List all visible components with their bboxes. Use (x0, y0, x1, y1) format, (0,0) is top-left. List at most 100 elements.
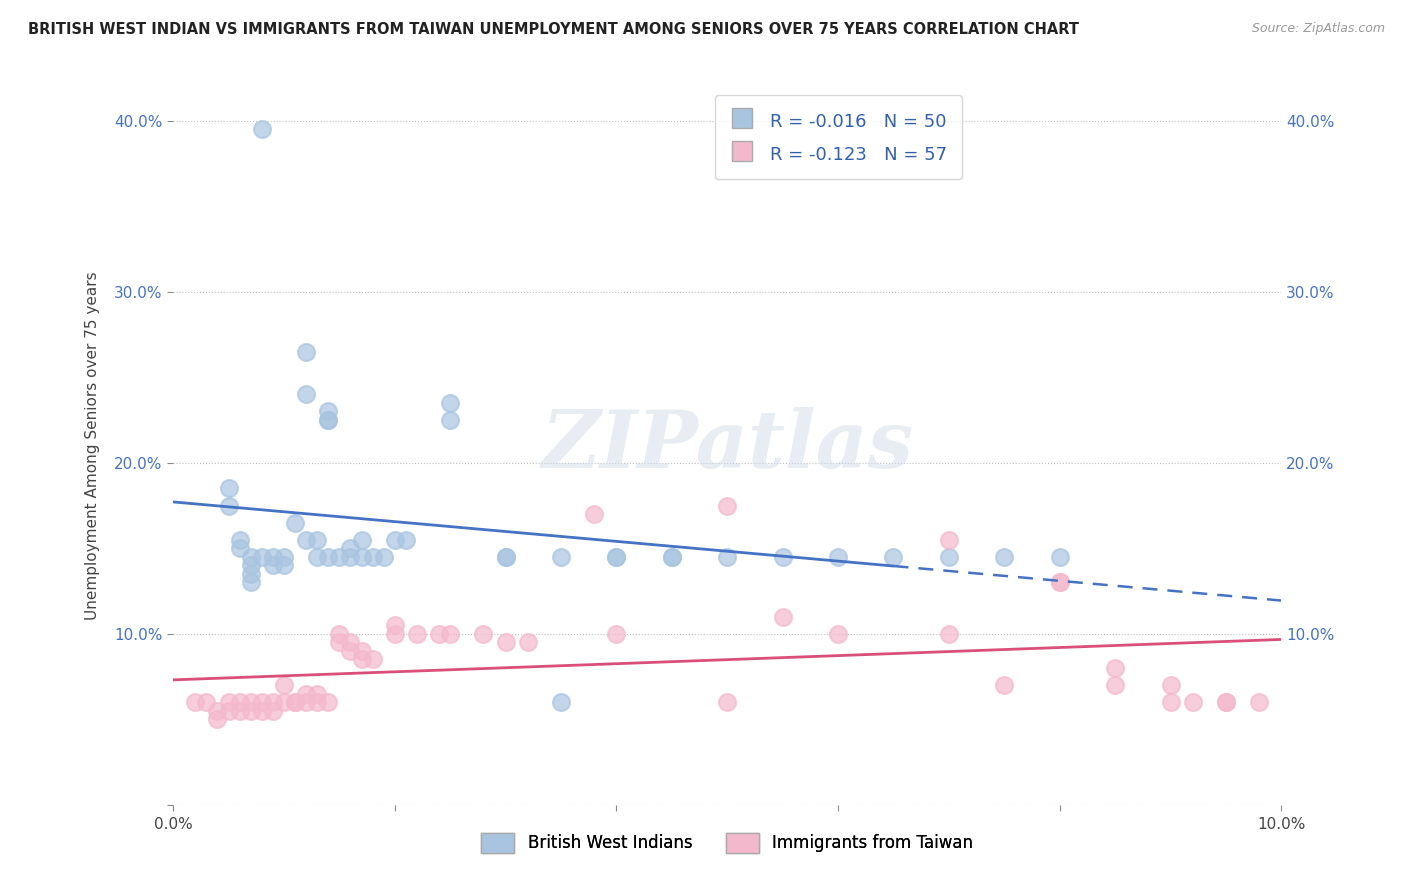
Point (207, 712, 229, 726)
Point (250, 704, 273, 718)
Point (605, 549, 627, 564)
Point (716, 549, 738, 564)
Point (239, 549, 262, 564)
Point (307, 687, 329, 701)
Point (295, 687, 318, 701)
Point (273, 549, 295, 564)
Text: Source: ZipAtlas.com: Source: ZipAtlas.com (1251, 22, 1385, 36)
Point (406, 627, 429, 641)
Point (716, 695, 738, 709)
Point (262, 704, 284, 718)
Point (316, 549, 339, 564)
Point (938, 549, 960, 564)
Point (316, 413, 339, 427)
Point (228, 695, 250, 709)
Point (207, 704, 229, 718)
Legend: British West Indians, Immigrants from Taiwan: British West Indians, Immigrants from Ta… (472, 824, 981, 862)
Point (472, 627, 495, 641)
Point (1049, 575, 1071, 590)
Point (605, 627, 627, 641)
Point (384, 618, 406, 632)
Point (195, 695, 218, 709)
Point (993, 678, 1015, 692)
Point (439, 413, 461, 427)
Point (250, 122, 273, 136)
Point (495, 549, 517, 564)
Point (1160, 695, 1182, 709)
Point (1249, 695, 1271, 709)
Point (295, 695, 318, 709)
Point (218, 482, 240, 496)
Point (316, 404, 339, 418)
Point (1160, 678, 1182, 692)
Point (427, 627, 450, 641)
Point (993, 549, 1015, 564)
Point (605, 549, 627, 564)
Point (882, 549, 904, 564)
Point (228, 704, 250, 718)
Y-axis label: Unemployment Among Seniors over 75 years: Unemployment Among Seniors over 75 years (86, 271, 100, 620)
Point (1049, 575, 1071, 590)
Point (328, 635, 350, 649)
Point (328, 627, 350, 641)
Point (361, 549, 384, 564)
Point (350, 652, 373, 666)
Point (239, 695, 262, 709)
Point (262, 549, 284, 564)
Point (339, 549, 361, 564)
Point (1181, 695, 1204, 709)
Point (295, 533, 318, 547)
Point (361, 652, 384, 666)
Point (250, 549, 273, 564)
Point (339, 644, 361, 658)
Point (1215, 695, 1237, 709)
Point (395, 533, 418, 547)
Point (339, 635, 361, 649)
Point (218, 499, 240, 513)
Point (239, 704, 262, 718)
Point (661, 549, 683, 564)
Point (284, 695, 307, 709)
Point (384, 627, 406, 641)
Point (262, 558, 284, 573)
Point (373, 549, 395, 564)
Point (772, 549, 794, 564)
Point (307, 549, 329, 564)
Point (350, 533, 373, 547)
Text: BRITISH WEST INDIAN VS IMMIGRANTS FROM TAIWAN UNEMPLOYMENT AMONG SENIORS OVER 75: BRITISH WEST INDIAN VS IMMIGRANTS FROM T… (28, 22, 1080, 37)
Text: ZIPatlas: ZIPatlas (541, 407, 914, 484)
Point (307, 695, 329, 709)
Point (350, 549, 373, 564)
Point (550, 549, 572, 564)
Point (239, 575, 262, 590)
Point (262, 695, 284, 709)
Point (495, 635, 517, 649)
Point (439, 627, 461, 641)
Point (827, 627, 849, 641)
Point (239, 558, 262, 573)
Point (938, 533, 960, 547)
Point (250, 695, 273, 709)
Point (184, 695, 207, 709)
Point (239, 566, 262, 581)
Point (218, 695, 240, 709)
Point (316, 695, 339, 709)
Point (716, 499, 738, 513)
Point (273, 678, 295, 692)
Point (316, 413, 339, 427)
Point (495, 549, 517, 564)
Point (218, 704, 240, 718)
Point (350, 644, 373, 658)
Point (273, 558, 295, 573)
Point (1215, 695, 1237, 709)
Point (339, 541, 361, 556)
Point (938, 627, 960, 641)
Point (284, 516, 307, 530)
Point (295, 344, 318, 359)
Point (384, 533, 406, 547)
Point (439, 396, 461, 410)
Point (661, 549, 683, 564)
Point (307, 533, 329, 547)
Point (273, 695, 295, 709)
Point (228, 541, 250, 556)
